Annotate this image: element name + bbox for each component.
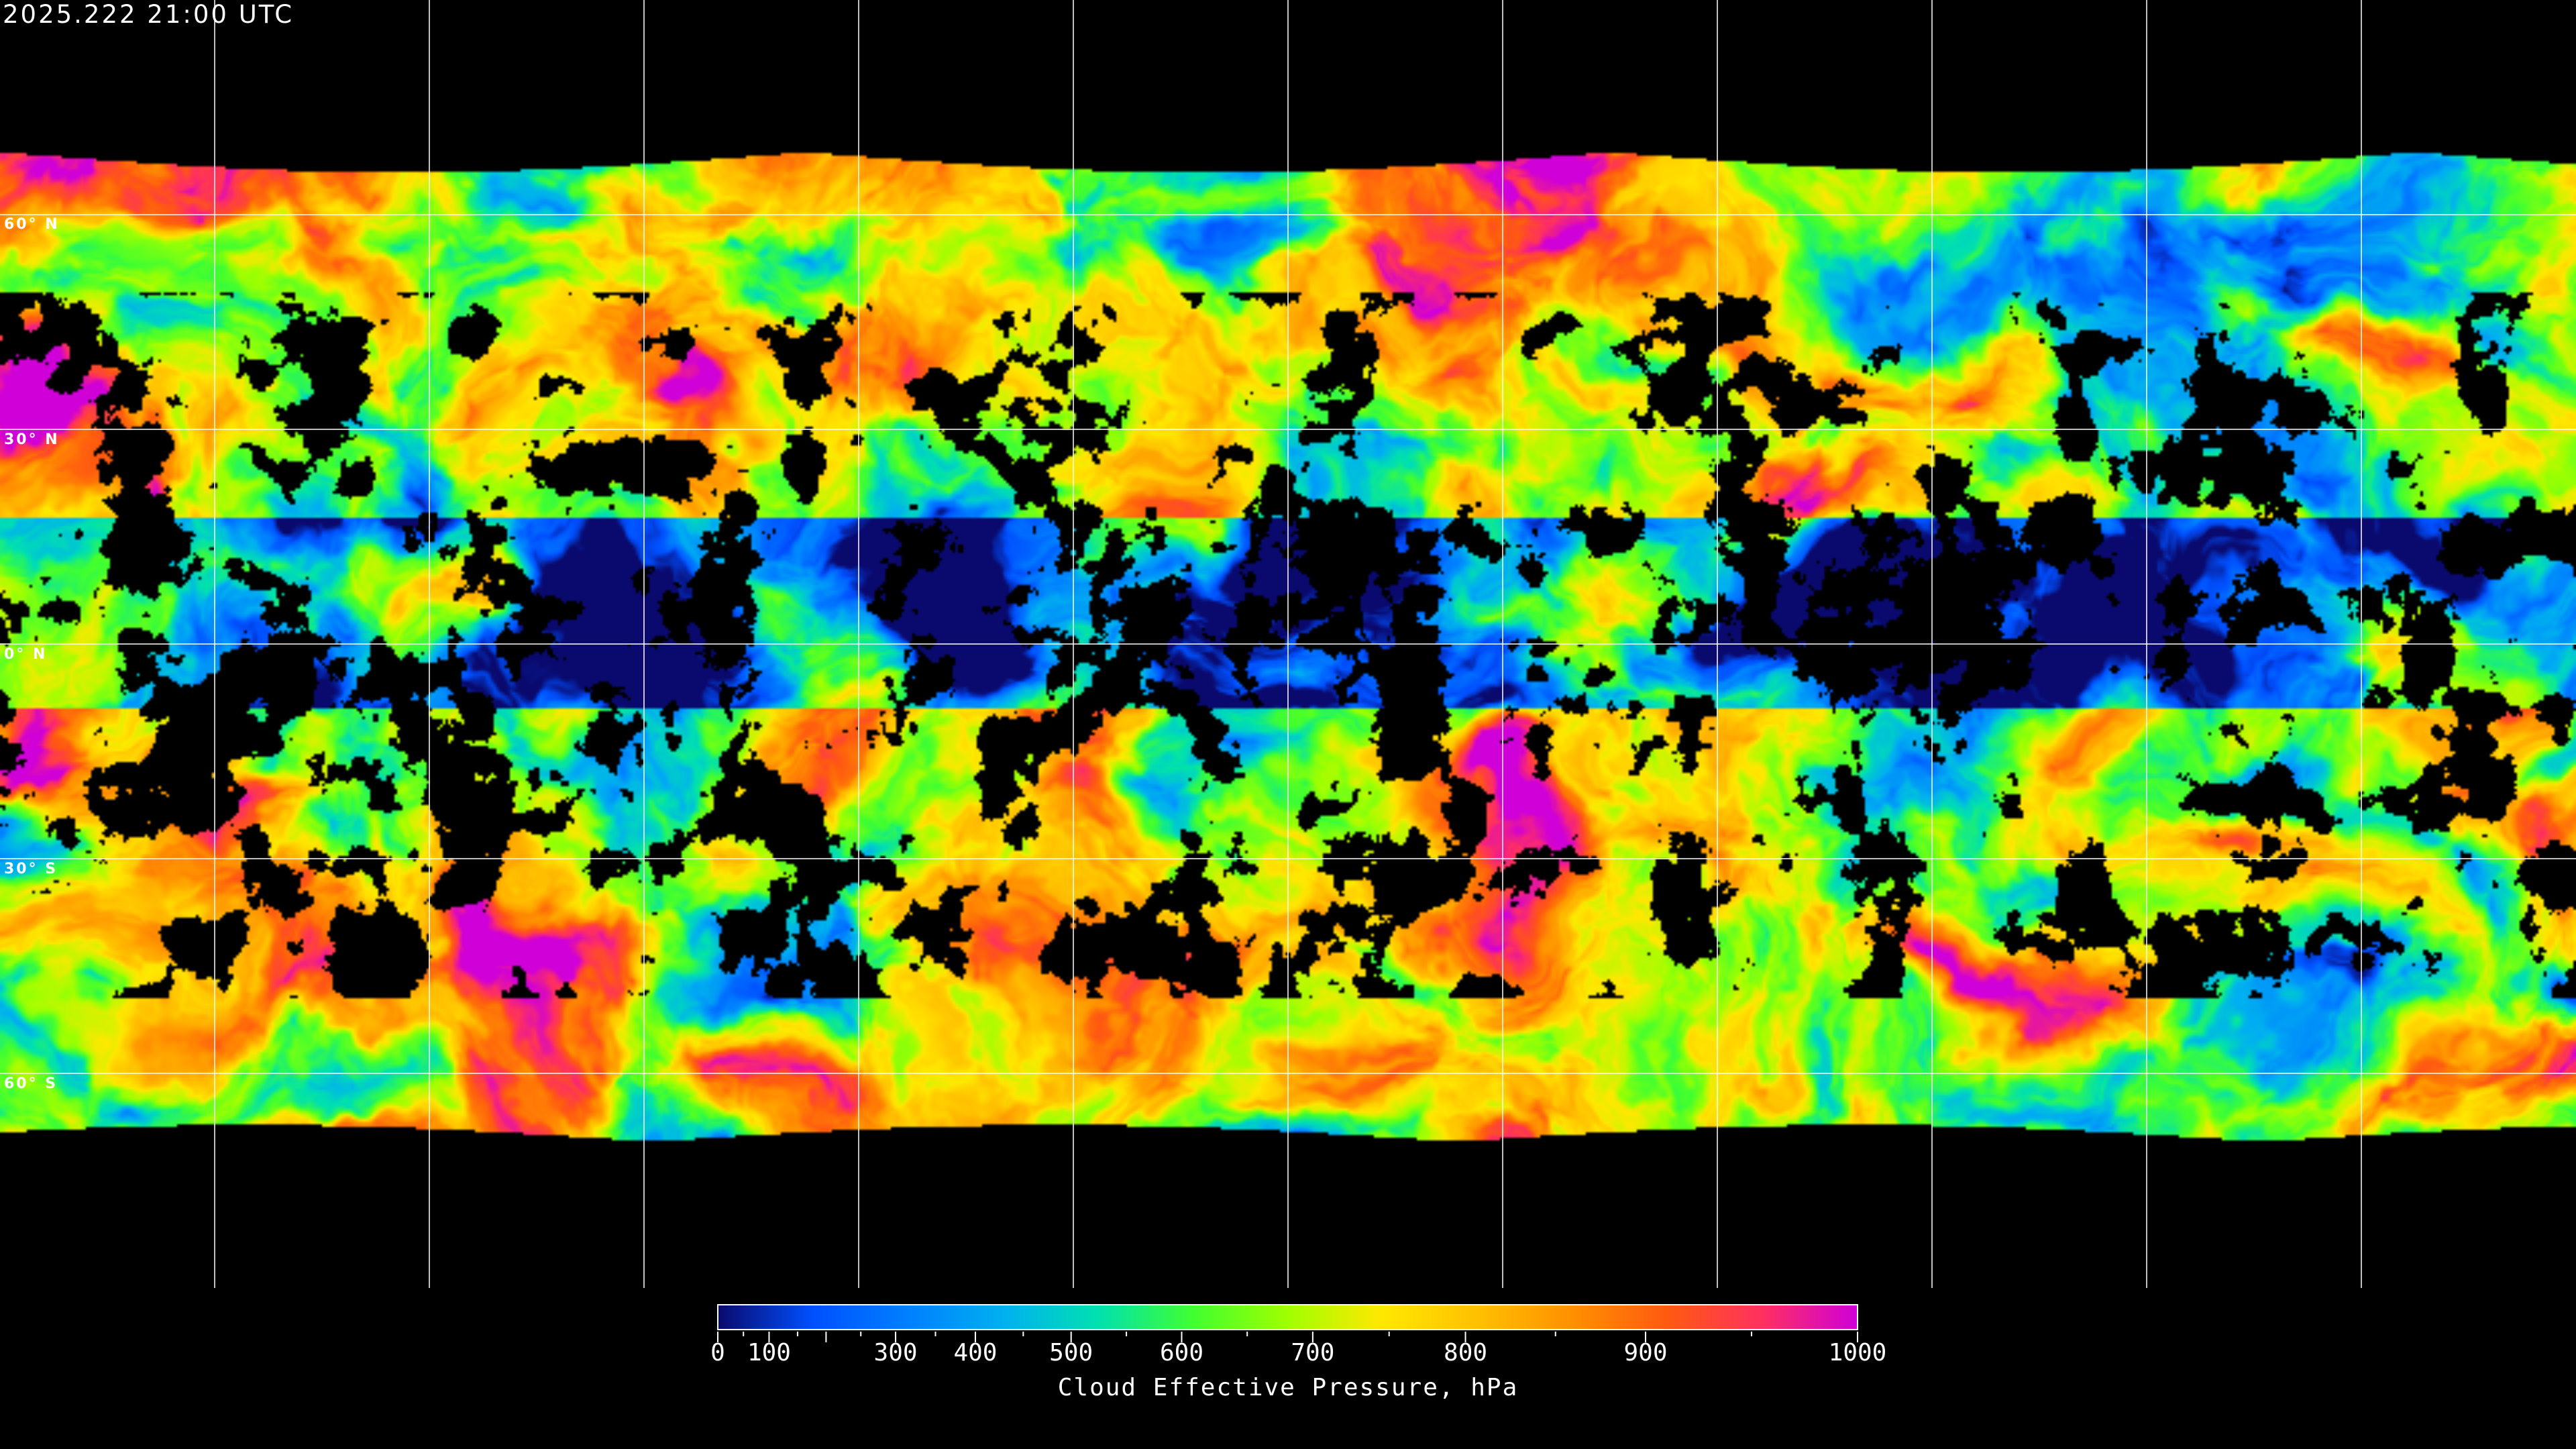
colorbar-tick-label: 500 bbox=[1049, 1339, 1093, 1366]
colorbar-tick-label: 0 bbox=[710, 1339, 725, 1366]
cloud-pressure-map: 60° N 30° N 0° N 30° S 60° S bbox=[0, 0, 2576, 1288]
lat-label-30n: 30° N bbox=[4, 431, 60, 448]
lat-label-30s: 30° S bbox=[4, 861, 58, 877]
colorbar-tick-label: 800 bbox=[1444, 1339, 1488, 1366]
lat-label-0n: 0° N bbox=[4, 646, 48, 663]
colorbar-tick-label: 900 bbox=[1623, 1339, 1668, 1366]
colorbar bbox=[717, 1304, 1858, 1330]
lat-lon-gridlines bbox=[0, 0, 2576, 1288]
colorbar-tick-label: 1000 bbox=[1828, 1339, 1887, 1366]
colorbar-tick-label: 300 bbox=[873, 1339, 918, 1366]
timestamp-title: 2025.222 21:00 UTC bbox=[3, 0, 294, 29]
colorbar-tick-label: 700 bbox=[1291, 1339, 1335, 1366]
colorbar-title: Cloud Effective Pressure, hPa bbox=[1057, 1374, 1519, 1401]
lat-label-60s: 60° S bbox=[4, 1075, 58, 1092]
colorbar-tick-label: 600 bbox=[1159, 1339, 1203, 1366]
colorbar-tick-label: 400 bbox=[953, 1339, 998, 1366]
colorbar-tick-label: 100 bbox=[747, 1339, 791, 1366]
lat-label-60n: 60° N bbox=[4, 216, 60, 233]
